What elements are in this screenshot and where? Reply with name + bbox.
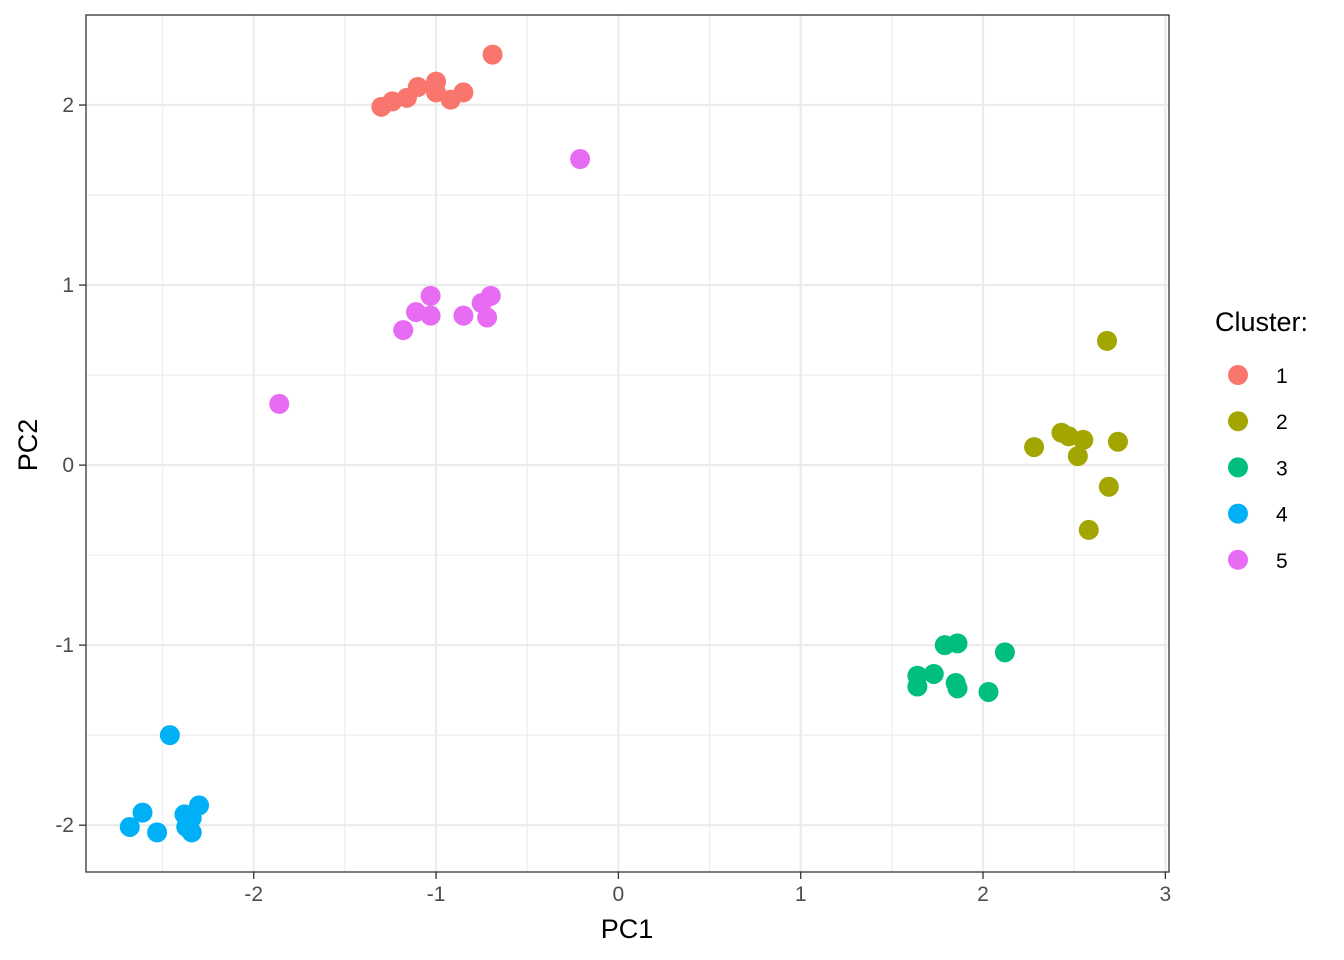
data-point bbox=[269, 393, 290, 414]
data-point bbox=[181, 822, 202, 843]
data-point bbox=[159, 725, 180, 746]
panel-border bbox=[85, 14, 1170, 873]
data-point bbox=[1098, 476, 1119, 497]
data-point bbox=[147, 822, 168, 843]
data-point bbox=[1097, 330, 1118, 351]
y-tick-label: 0 bbox=[62, 454, 74, 477]
x-tick-label: 1 bbox=[795, 883, 807, 906]
data-point bbox=[119, 816, 140, 837]
legend-key bbox=[1228, 457, 1248, 478]
legend-label: 4 bbox=[1276, 504, 1288, 527]
data-point bbox=[947, 678, 968, 699]
x-tick-label: 2 bbox=[977, 883, 989, 906]
data-point bbox=[477, 307, 498, 328]
y-axis-ticks: -2 -1 0 1 2 bbox=[55, 94, 86, 837]
data-point bbox=[393, 320, 414, 341]
data-point bbox=[907, 676, 928, 697]
legend-items: 1 2 3 4 5 bbox=[1228, 365, 1288, 573]
legend-label: 3 bbox=[1276, 457, 1288, 480]
legend-key bbox=[1228, 411, 1248, 432]
data-point bbox=[420, 285, 441, 306]
data-point bbox=[407, 77, 428, 98]
x-axis-ticks: -2 -1 0 1 2 3 bbox=[244, 872, 1171, 906]
y-tick-label: 2 bbox=[62, 94, 74, 117]
data-point bbox=[1067, 446, 1088, 467]
data-point bbox=[1024, 437, 1045, 458]
x-tick-label: -1 bbox=[427, 883, 446, 906]
legend-label: 5 bbox=[1276, 550, 1288, 573]
y-tick-label: -1 bbox=[55, 634, 74, 657]
x-tick-label: -2 bbox=[244, 883, 263, 906]
data-point bbox=[453, 305, 474, 326]
data-point bbox=[570, 149, 591, 170]
legend-key bbox=[1228, 365, 1248, 385]
data-point bbox=[482, 44, 503, 65]
y-axis-label: PC2 bbox=[13, 419, 43, 472]
legend-key bbox=[1228, 503, 1248, 524]
data-point bbox=[1107, 431, 1128, 452]
data-point bbox=[923, 663, 944, 684]
x-axis-label: PC1 bbox=[601, 914, 654, 944]
y-tick-label: -2 bbox=[55, 814, 74, 837]
legend-key bbox=[1228, 549, 1248, 570]
data-point bbox=[947, 633, 968, 654]
data-point bbox=[994, 642, 1015, 663]
data-point bbox=[420, 305, 441, 326]
y-tick-label: 1 bbox=[62, 274, 74, 297]
x-tick-label: 0 bbox=[613, 883, 625, 906]
legend-label: 2 bbox=[1276, 411, 1288, 434]
legend-title: Cluster: bbox=[1215, 307, 1308, 337]
data-point bbox=[453, 82, 474, 103]
data-points bbox=[119, 44, 1128, 843]
data-point bbox=[978, 681, 999, 702]
data-point bbox=[1078, 519, 1099, 540]
x-tick-label: 3 bbox=[1160, 883, 1172, 906]
legend-label: 1 bbox=[1276, 365, 1288, 388]
major-grid bbox=[86, 15, 1169, 872]
legend: Cluster: 1 2 3 4 5 bbox=[1215, 307, 1308, 573]
data-point bbox=[132, 802, 153, 823]
data-point bbox=[1073, 429, 1094, 450]
